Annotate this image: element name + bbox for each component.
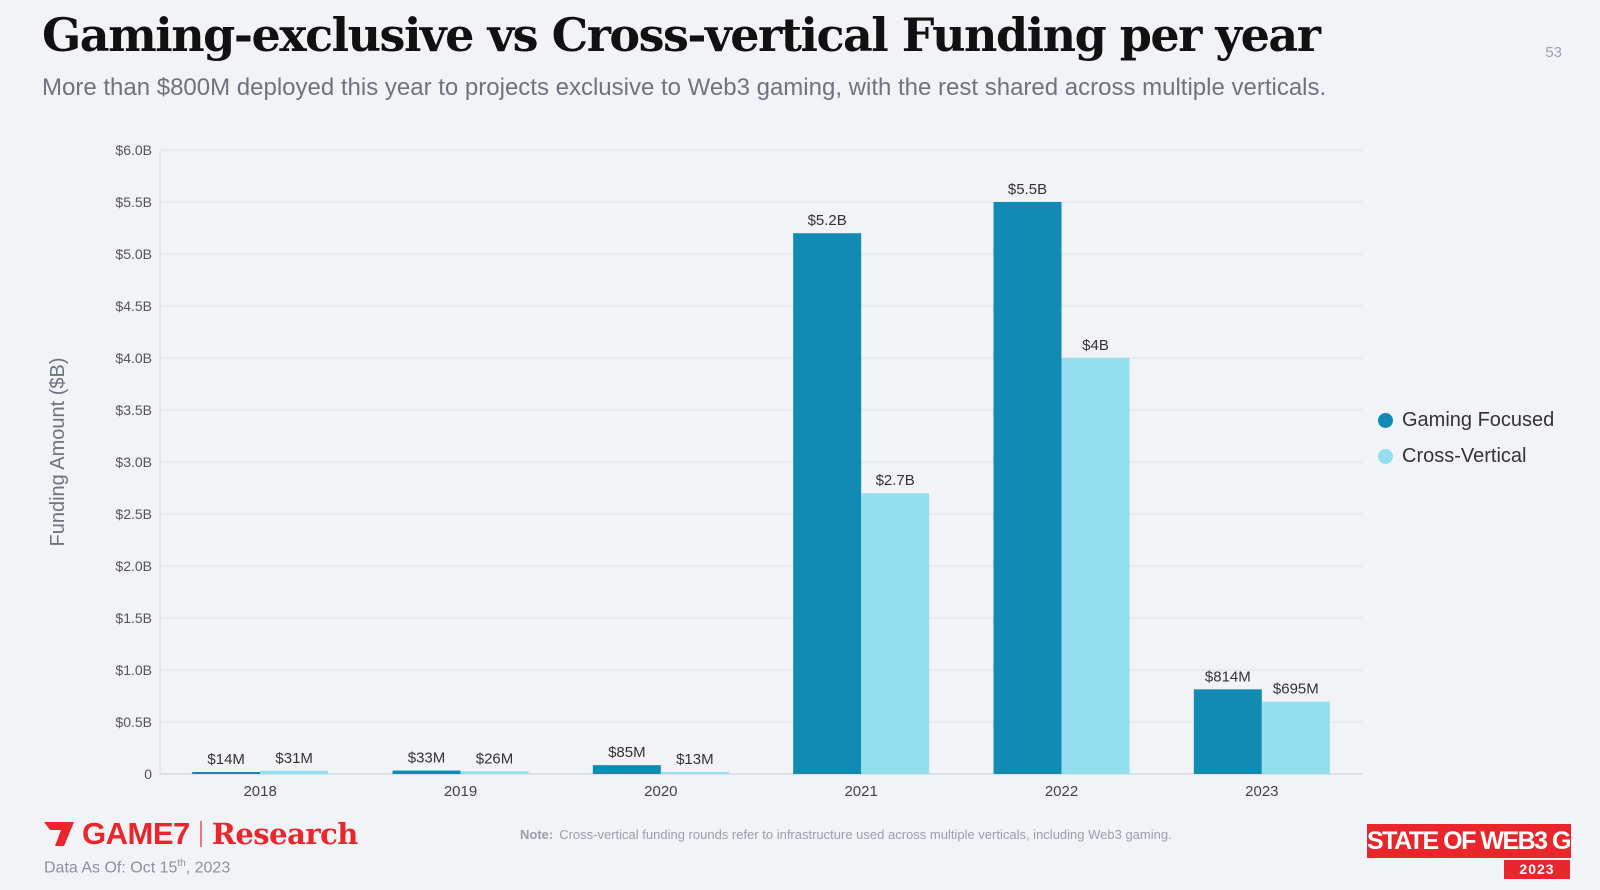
y-axis-label: Funding Amount ($B) [47,358,69,547]
y-tick-label: $4.0B [115,350,152,366]
y-tick-label: $3.5B [115,402,152,418]
y-tick-label: $0.5B [115,714,152,730]
y-tick-label: $1.0B [115,662,152,678]
y-tick-label: $1.5B [115,610,152,626]
bar-value-label: $5.5B [1008,181,1047,198]
bar-value-labels: $14M $31M $33M $26M $85M $13M $5.2B $2.7B $5.5B $… [207,181,1318,768]
bar-gaming-focused-2020 [592,765,661,774]
page-number: 53 [1545,44,1562,61]
legend-swatch-cross-vertical [1378,448,1393,464]
y-tick-label: $2.5B [115,506,152,522]
legend-label: Cross-Vertical [1402,444,1527,467]
game7-research-logo: GAME7 Research [44,816,358,852]
game7-logo-icon [44,822,74,846]
footnote: Note: Cross-vertical funding rounds refer… [520,827,1172,842]
bar-gaming-focused-2022 [993,202,1062,774]
bar-value-label: $85M [608,744,646,761]
bar-cross-vertical-2019 [460,771,529,774]
chart-legend: Gaming Focused Cross-Vertical [1378,408,1554,480]
bar-value-label: $4B [1082,337,1109,354]
x-tick-label: 2023 [1245,783,1278,800]
y-tick-label: $3.0B [115,454,152,470]
note-text: Cross-vertical funding rounds refer to i… [559,827,1172,842]
x-tick-label: 2018 [243,783,276,800]
bar-cross-vertical-2023 [1261,701,1330,774]
bar-cross-vertical-2020 [660,772,729,774]
y-tick-label: $5.5B [115,194,152,210]
page-title: Gaming-exclusive vs Cross-vertical Fundi… [42,8,1321,62]
bar-cross-vertical-2022 [1061,358,1130,774]
bar-value-label: $2.7B [876,472,915,489]
note-label: Note: [520,827,554,842]
brand-division: Research [211,817,359,851]
x-tick-label: 2022 [1045,783,1078,800]
y-tick-label: $6.0B [115,142,152,158]
legend-label: Gaming Focused [1402,408,1555,431]
bar-value-label: $31M [275,750,313,767]
x-axis-ticks: 2018 2019 2020 2021 2022 2023 [243,783,1278,800]
bar-value-label: $13M [676,751,714,768]
data-date-year: , 2023 [185,859,231,877]
bar-value-label: $814M [1205,668,1251,685]
bar-value-label: $5.2B [808,212,847,229]
bar-gaming-focused-2021 [793,233,862,774]
bar-value-label: $14M [207,751,245,768]
y-tick-label: $5.0B [115,246,152,262]
bar-gaming-focused-2023 [1193,689,1262,774]
legend-swatch-gaming-focused [1378,412,1393,428]
bar-cross-vertical-2018 [260,770,329,774]
data-as-of-date: Data As Of: Oct 15th, 2023 [44,858,230,877]
bars [192,202,1330,774]
bar-value-label: $695M [1273,681,1319,698]
y-tick-label: $4.5B [115,298,152,314]
state-of-web3-gaming-logo: STATE OF WEB3 GAMING 2023 [1367,824,1571,879]
report-logo-text: STATE OF WEB3 GAMING [1367,824,1571,858]
bar-gaming-focused-2018 [192,772,261,774]
x-tick-label: 2020 [644,783,677,800]
x-tick-label: 2021 [844,783,877,800]
y-axis-ticks: 0 $0.5B $1.0B $1.5B $2.0B $2.5B $3.0B $3.5B $4.0… [115,142,152,782]
bar-gaming-focused-2019 [392,770,461,774]
bar-value-label: $33M [408,750,446,767]
y-tick-label: 0 [144,766,152,782]
page-subtitle: More than $800M deployed this year to pr… [42,74,1327,101]
x-tick-label: 2019 [444,783,477,800]
legend-item-cross-vertical: Cross-Vertical [1378,444,1554,468]
grid-lines [159,149,1362,775]
bar-cross-vertical-2021 [861,493,930,774]
data-date-prefix: Data As Of: Oct 15 [44,859,178,877]
legend-item-gaming-focused: Gaming Focused [1378,408,1554,432]
data-date-suffix: th [177,858,186,869]
report-logo-year: 2023 [1504,860,1570,879]
y-tick-label: $2.0B [115,558,152,574]
brand-name: GAME7 [82,816,190,851]
bar-value-label: $26M [476,750,514,767]
brand-divider [199,821,202,847]
